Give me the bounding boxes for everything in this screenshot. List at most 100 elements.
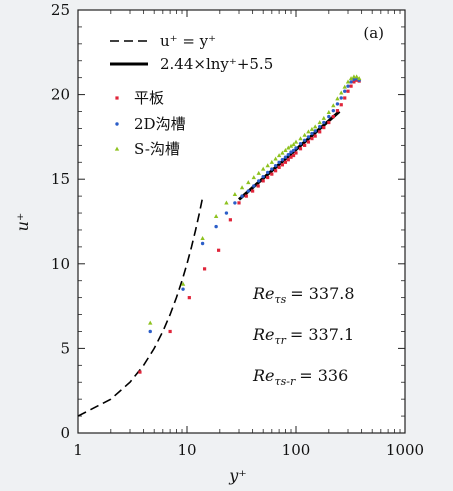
data-point xyxy=(200,236,205,241)
data-point xyxy=(294,151,298,155)
data-point xyxy=(313,129,317,133)
data-point xyxy=(244,194,248,198)
legend: u⁺ = y⁺ 2.44×lny⁺+5.5 平板 2D沟槽 S-沟槽 xyxy=(110,32,273,158)
legend-marker xyxy=(115,96,119,100)
data-point xyxy=(345,79,351,84)
legend-line-label: u⁺ = y⁺ xyxy=(160,32,216,50)
data-point xyxy=(313,134,317,138)
data-point xyxy=(252,184,256,188)
y-tick-label: 5 xyxy=(60,339,70,357)
reynolds-annotation: Reτs-r = 336 xyxy=(252,366,348,388)
y-tick-label: 25 xyxy=(51,1,70,19)
data-point xyxy=(280,163,284,167)
data-point xyxy=(280,158,285,162)
data-point xyxy=(318,130,322,134)
data-point xyxy=(202,267,207,271)
data-point xyxy=(331,108,336,113)
data-point xyxy=(348,76,354,81)
data-point xyxy=(310,136,314,141)
data-point xyxy=(302,138,307,142)
data-point xyxy=(289,155,293,159)
legend-marker xyxy=(114,146,120,151)
data-point xyxy=(277,160,281,164)
reynolds-annotations: Reτs = 337.8 Reτr = 337.1 Reτs-r = 336 xyxy=(252,284,355,388)
data-point xyxy=(293,139,299,144)
data-point xyxy=(239,185,245,190)
y-tick-label: 15 xyxy=(51,170,70,188)
x-tick-label: 1 xyxy=(73,441,83,459)
data-point xyxy=(237,201,241,205)
data-point xyxy=(289,150,293,154)
legend-series-label: 2D沟槽 xyxy=(134,115,186,133)
data-point xyxy=(354,74,359,79)
data-point xyxy=(273,156,278,161)
plot-frame xyxy=(77,9,406,434)
panel-label: (a) xyxy=(363,24,384,42)
data-point xyxy=(298,141,303,146)
data-point xyxy=(322,125,326,130)
data-point xyxy=(356,76,362,81)
data-point xyxy=(343,89,347,93)
legend-marker xyxy=(115,122,119,126)
data-point xyxy=(214,224,218,229)
data-point xyxy=(283,160,288,164)
data-point xyxy=(327,114,331,119)
data-point xyxy=(286,152,291,157)
data-point xyxy=(217,248,221,252)
reynolds-annotation: Reτr = 337.1 xyxy=(252,325,354,347)
data-point xyxy=(246,180,251,185)
data-point xyxy=(256,170,261,175)
data-points xyxy=(138,74,362,374)
data-point xyxy=(312,124,318,129)
data-point xyxy=(321,115,327,120)
data-point xyxy=(310,131,314,136)
data-point xyxy=(200,241,205,246)
data-point xyxy=(228,218,232,222)
x-axis-title: y⁺ xyxy=(228,466,246,485)
data-point xyxy=(342,84,347,89)
data-point xyxy=(306,135,311,139)
data-point xyxy=(318,125,322,129)
series-circle xyxy=(148,76,361,334)
legend-series-label: S-沟槽 xyxy=(134,140,180,158)
data-point xyxy=(251,175,256,180)
data-point xyxy=(331,114,335,119)
y-axis-title: u⁺ xyxy=(13,213,32,232)
data-point xyxy=(326,109,332,114)
data-point xyxy=(280,150,285,155)
data-point xyxy=(266,175,270,180)
data-point xyxy=(274,169,278,173)
data-point xyxy=(148,320,153,325)
data-point xyxy=(270,172,274,176)
data-point xyxy=(181,287,185,291)
data-point xyxy=(233,201,237,205)
data-point xyxy=(352,77,356,82)
axis-ticks xyxy=(77,9,406,434)
data-point xyxy=(331,103,336,108)
data-point xyxy=(298,136,303,141)
data-point xyxy=(148,329,152,334)
data-point xyxy=(260,166,266,171)
data-point xyxy=(327,120,331,125)
data-point xyxy=(339,96,343,100)
axis-tick-labels: 1 10 100 1000 0 5 10 15 20 25 xyxy=(51,1,424,459)
data-point xyxy=(180,281,186,286)
data-point xyxy=(224,211,229,215)
data-point xyxy=(306,129,311,134)
data-point xyxy=(291,148,296,153)
data-point xyxy=(302,132,307,137)
data-point xyxy=(168,329,172,334)
data-point xyxy=(335,96,340,101)
reynolds-annotation: Reτs = 337.8 xyxy=(252,284,355,306)
data-point xyxy=(269,159,275,164)
data-point xyxy=(346,89,350,93)
data-point xyxy=(138,370,142,374)
data-point xyxy=(286,145,291,150)
legend-line-label: 2.44×lny⁺+5.5 xyxy=(160,55,273,73)
series-square xyxy=(138,78,361,374)
data-point xyxy=(322,120,326,125)
data-point xyxy=(343,96,347,100)
data-point xyxy=(349,80,353,84)
